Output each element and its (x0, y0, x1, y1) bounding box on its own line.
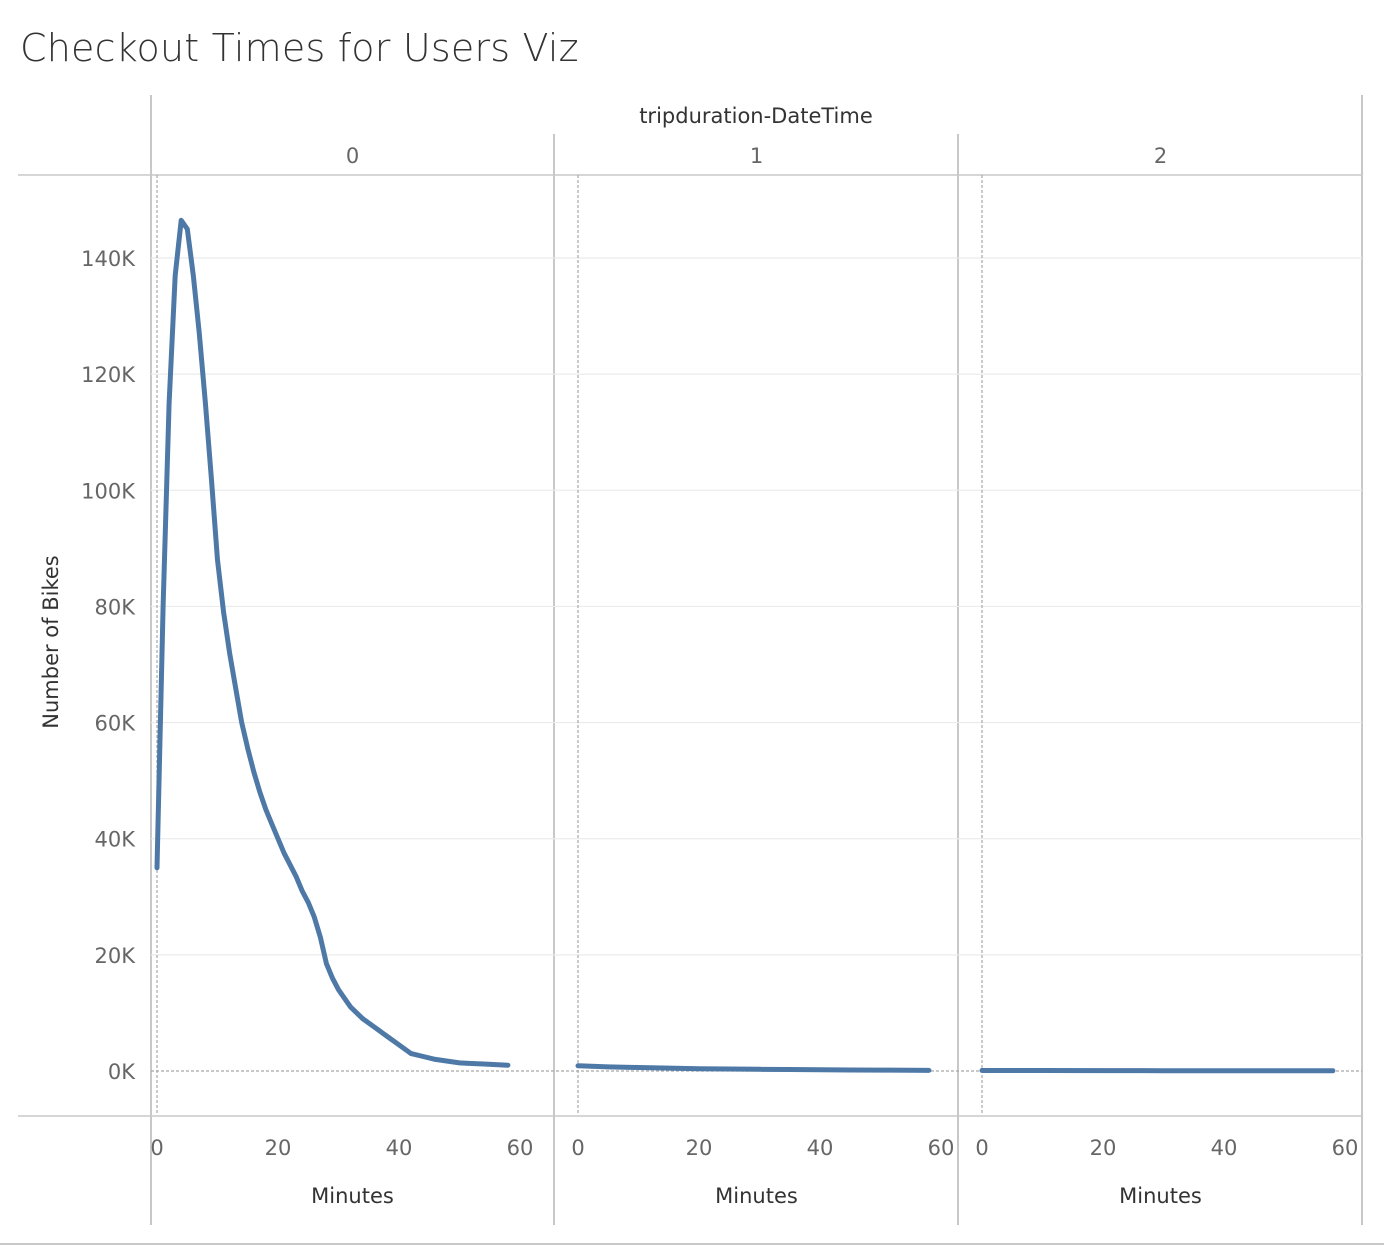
x-tick-label: 60 (1332, 1136, 1359, 1160)
x-tick-label: 20 (265, 1136, 292, 1160)
x-tick-label: 40 (1211, 1136, 1238, 1160)
y-tick-label: 140K (81, 247, 136, 271)
column-label: 2 (1154, 144, 1167, 168)
chart-frame (0, 95, 1384, 1245)
x-tick-label: 60 (928, 1136, 955, 1160)
column-label: 0 (346, 144, 359, 168)
y-tick-label: 0K (108, 1060, 136, 1084)
x-tick-label: 40 (807, 1136, 834, 1160)
y-tick-label: 120K (81, 363, 136, 387)
x-tick-label: 0 (571, 1136, 584, 1160)
x-axis-title: Minutes (715, 1184, 798, 1208)
series-line (575, 1063, 932, 1073)
panel-0: 0 0 20 40 60 Minutes (150, 144, 533, 1208)
panel-1: 1 0 20 40 60 Minutes (571, 144, 954, 1208)
y-tick-label: 40K (95, 828, 137, 852)
y-tick-label: 80K (95, 595, 137, 619)
column-header-label: tripduration-DateTime (639, 104, 873, 128)
y-axis-title: Number of Bikes (39, 555, 63, 728)
x-tick-label: 20 (1090, 1136, 1117, 1160)
y-tick-label: 100K (81, 479, 136, 503)
x-tick-label: 40 (386, 1136, 413, 1160)
chart-title: Checkout Times for Users Viz (20, 26, 579, 70)
x-tick-label: 0 (975, 1136, 988, 1160)
column-label: 1 (750, 144, 763, 168)
y-tick-label: 20K (95, 944, 137, 968)
x-axis-title: Minutes (311, 1184, 394, 1208)
gridlines (151, 257, 1362, 1072)
x-tick-label: 0 (150, 1136, 163, 1160)
y-tick-label: 60K (95, 712, 137, 736)
x-axis-title: Minutes (1119, 1184, 1202, 1208)
x-tick-label: 20 (686, 1136, 713, 1160)
series-line (154, 217, 511, 1068)
y-axis: 0K 20K 40K 60K 80K 100K 120K 140K (81, 247, 136, 1084)
x-tick-label: 60 (507, 1136, 534, 1160)
